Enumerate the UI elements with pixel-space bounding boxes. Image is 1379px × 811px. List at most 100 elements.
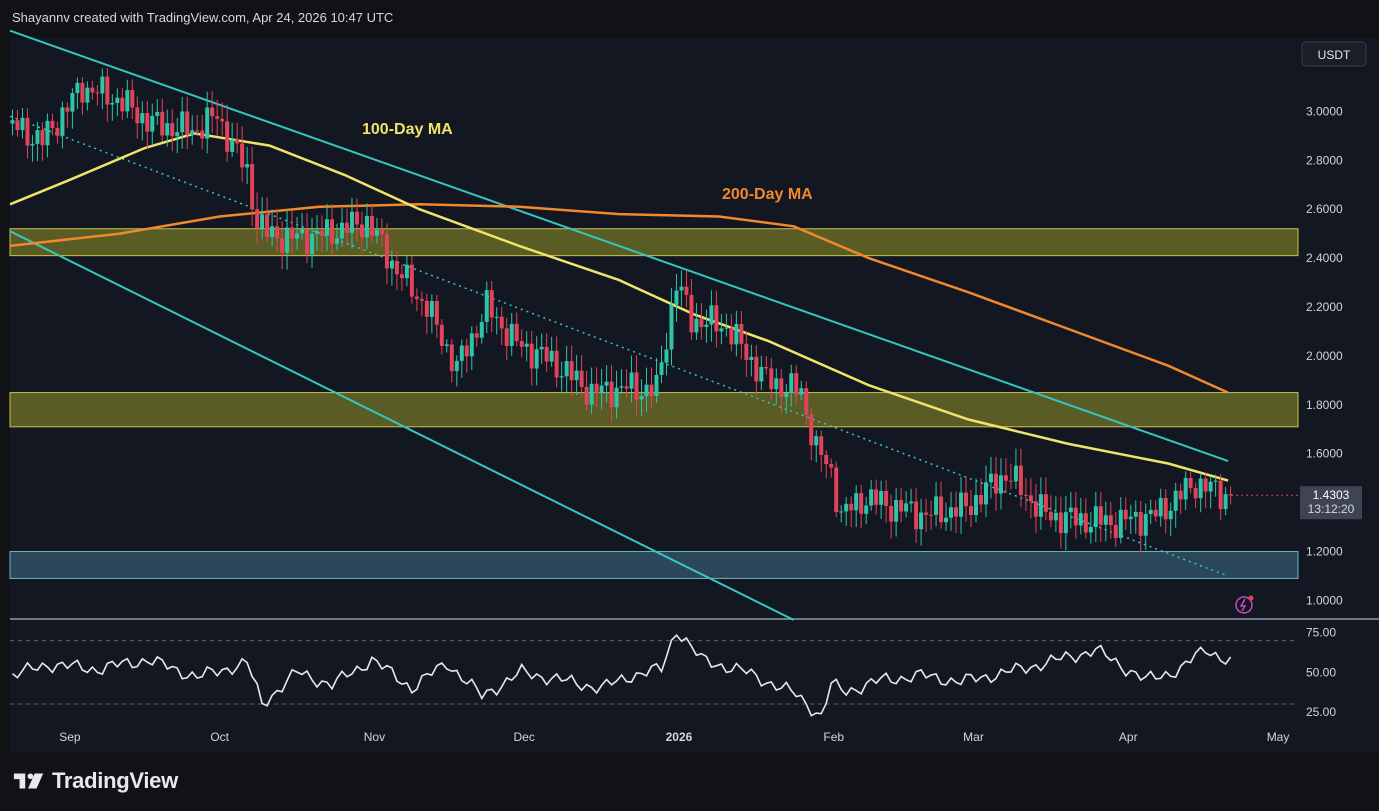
candle-body <box>1123 509 1128 520</box>
candle-body <box>544 346 549 362</box>
time-axis[interactable]: Sep Oct Nov Dec 2026 Feb Mar Apr May <box>59 730 1289 744</box>
candle-body <box>1098 506 1103 525</box>
candle-body <box>604 381 609 386</box>
candle-body <box>344 222 349 233</box>
candle-body <box>554 350 559 378</box>
candle-body <box>145 113 150 132</box>
candle-body <box>175 132 180 137</box>
candle-body <box>644 384 649 397</box>
currency-label: USDT <box>1318 48 1351 62</box>
rsi-tick-label: 50.00 <box>1306 665 1336 679</box>
candle-body <box>225 121 230 152</box>
price-tick-label: 2.6000 <box>1306 202 1343 216</box>
candle-body <box>65 107 70 112</box>
candle-body <box>155 111 160 116</box>
candle-body <box>325 219 330 236</box>
candle-body <box>829 464 834 468</box>
price-tick-label: 1.8000 <box>1306 398 1343 412</box>
candle-body <box>40 130 45 146</box>
rsi-axis[interactable]: 75.00 50.00 25.00 <box>1306 626 1336 719</box>
main-pane-bg <box>10 38 1298 620</box>
candle-body <box>724 327 729 329</box>
time-tick-label: Apr <box>1119 730 1138 744</box>
candle-body <box>934 496 939 515</box>
candle-body <box>220 118 225 122</box>
candle-body <box>679 286 684 291</box>
candle-body <box>499 316 504 329</box>
time-tick-label: Oct <box>210 730 229 744</box>
candle-body <box>664 349 669 363</box>
candle-body <box>1218 480 1223 510</box>
candle-body <box>389 260 394 269</box>
candle-body <box>654 374 659 396</box>
support-resistance-zone <box>9 392 1299 428</box>
candle-body <box>165 123 170 136</box>
candle-body <box>1178 490 1183 500</box>
candle-body <box>1108 515 1113 526</box>
candle-body <box>1133 511 1138 517</box>
candle-body <box>354 211 359 225</box>
candle-body <box>634 372 639 400</box>
candle-body <box>1038 494 1043 517</box>
candle-body <box>504 328 509 346</box>
candle-body <box>1118 509 1123 538</box>
currency-badge[interactable]: USDT <box>1301 41 1367 67</box>
candle-body <box>50 120 55 129</box>
candle-body <box>100 76 105 94</box>
price-tick-label: 3.0000 <box>1306 104 1343 118</box>
candle-body <box>330 219 334 244</box>
candle-body <box>75 82 80 94</box>
candle-body <box>494 316 499 318</box>
candle-body <box>1003 475 1008 481</box>
candle-body <box>45 120 50 146</box>
candle-body <box>834 467 839 513</box>
candle-body <box>993 473 998 494</box>
candle-body <box>978 495 983 505</box>
candle-body <box>419 299 424 301</box>
current-price-box <box>1300 486 1362 520</box>
rsi-layer <box>10 634 1298 717</box>
candle-body <box>170 123 175 137</box>
candle-body <box>115 97 120 103</box>
time-tick-label: Sep <box>59 730 81 744</box>
candle-body <box>699 318 704 328</box>
candle-body <box>824 454 829 465</box>
price-axis-bg <box>1298 38 1379 723</box>
alert-icon[interactable] <box>1235 595 1254 614</box>
candle-body <box>80 82 85 103</box>
candle-body <box>639 396 644 400</box>
candle-body <box>814 436 819 446</box>
candle-body <box>1163 497 1168 520</box>
candle-body <box>120 97 125 112</box>
candle-body <box>240 143 245 168</box>
candle-body <box>659 362 664 375</box>
price-tick-label: 2.8000 <box>1306 153 1343 167</box>
candle-body <box>764 366 769 369</box>
candle-body <box>1028 495 1033 502</box>
candle-body <box>534 349 539 369</box>
candle-body <box>649 384 654 396</box>
candle-body <box>914 501 919 530</box>
candle-body <box>369 216 374 236</box>
price-chart[interactable]: 3.20003.00002.80002.60002.40002.20002.00… <box>0 0 1379 752</box>
candle-body <box>1023 494 1028 496</box>
top-bar: Shayannv created with TradingView.com, A… <box>0 0 1379 38</box>
brand[interactable]: TradingView <box>12 768 178 794</box>
candle-body <box>864 505 869 514</box>
candle-body <box>190 130 195 136</box>
lines-layer <box>9 29 1298 621</box>
candle-body <box>1153 509 1158 517</box>
candle-body <box>1158 497 1163 517</box>
candle-body <box>1008 480 1013 482</box>
candle-body <box>1223 494 1228 510</box>
candle-body <box>519 341 524 347</box>
candle-body <box>300 229 305 234</box>
rsi-tick-label: 25.00 <box>1306 705 1336 719</box>
candle-body <box>215 116 220 119</box>
candle-body <box>1128 516 1133 520</box>
candle-body <box>689 294 694 333</box>
candle-body <box>809 414 814 446</box>
candle-body <box>474 333 479 338</box>
candle-body <box>265 214 270 237</box>
